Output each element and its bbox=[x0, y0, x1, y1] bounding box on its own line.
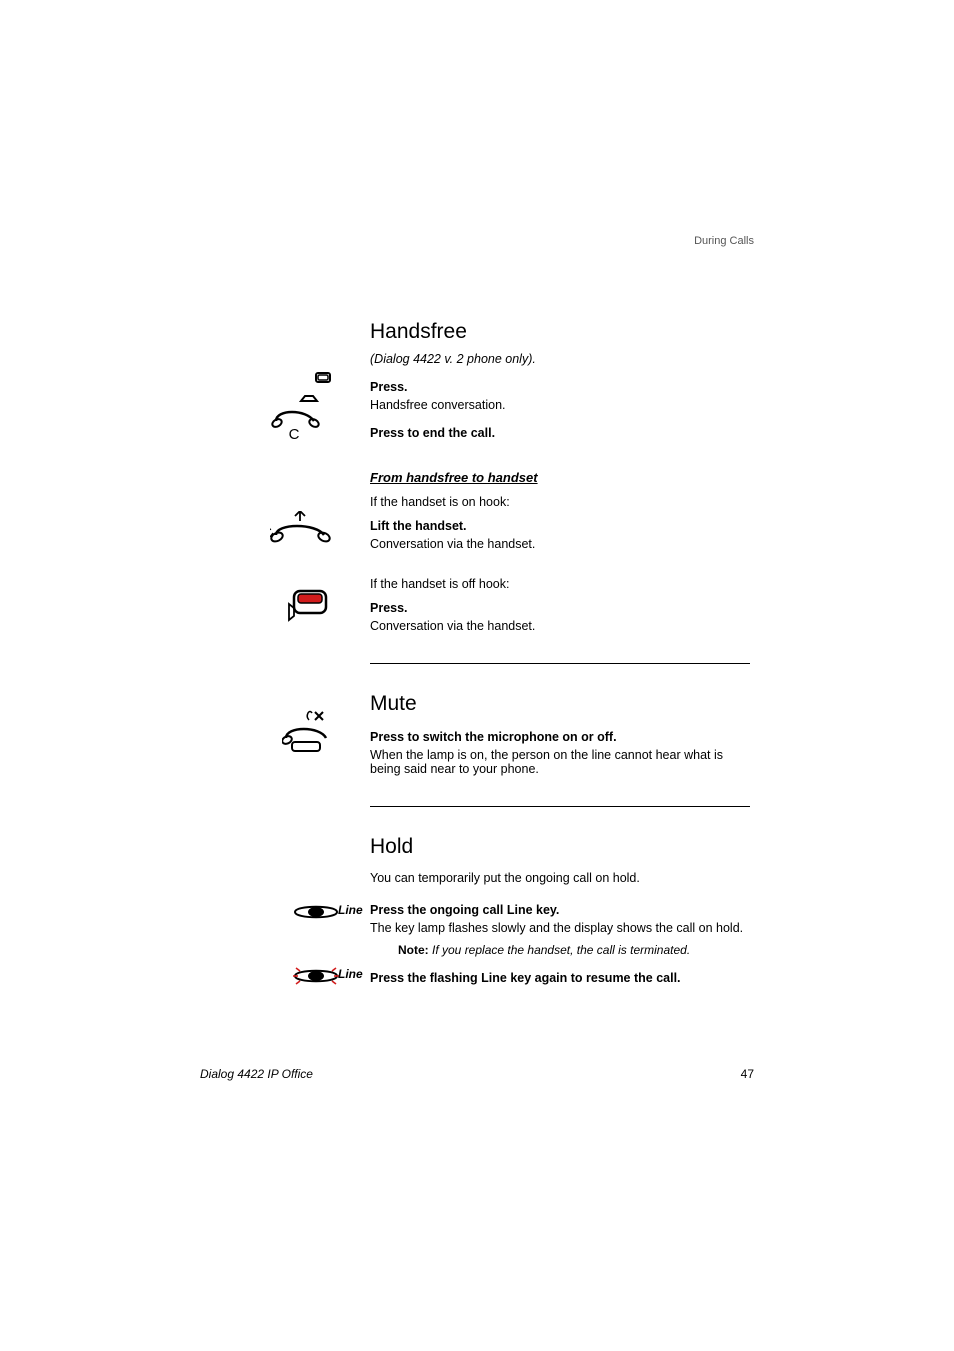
svg-text:C: C bbox=[289, 426, 300, 440]
header-section-label: During Calls bbox=[694, 235, 754, 247]
mute-press-desc: When the lamp is on, the person on the l… bbox=[370, 748, 750, 776]
handsfree-press2-desc: Conversation via the handset. bbox=[370, 619, 750, 633]
mute-heading: Mute bbox=[370, 692, 750, 716]
hold-heading: Hold bbox=[370, 835, 750, 859]
handsfree-press-label: Press. bbox=[370, 380, 750, 394]
handsfree-heading: Handsfree bbox=[370, 320, 750, 344]
lift-handset-icon bbox=[270, 511, 350, 551]
line-key-label-2: Line bbox=[338, 967, 363, 981]
handsfree-end-call: Press to end the call. bbox=[370, 426, 750, 440]
handsfree-subheading: From handsfree to handset bbox=[370, 470, 750, 485]
divider-2 bbox=[370, 806, 750, 807]
line-key-label-1: Line bbox=[338, 903, 363, 917]
mute-key-icon bbox=[282, 710, 362, 755]
hold-press-desc: The key lamp flashes slowly and the disp… bbox=[370, 921, 750, 935]
lift-handset-label: Lift the handset. bbox=[370, 519, 750, 533]
divider-1 bbox=[370, 663, 750, 664]
lift-handset-desc: Conversation via the handset. bbox=[370, 537, 750, 551]
hold-note-label: Note: bbox=[398, 943, 429, 957]
hold-intro: You can temporarily put the ongoing call… bbox=[370, 871, 750, 885]
footer-title: Dialog 4422 IP Office bbox=[200, 1067, 313, 1081]
hold-note: Note: If you replace the handset, the ca… bbox=[398, 943, 750, 957]
mute-press-label: Press to switch the microphone on or off… bbox=[370, 730, 750, 744]
hold-press-label: Press the ongoing call Line key. bbox=[370, 903, 750, 917]
speaker-key-red-icon bbox=[288, 588, 368, 628]
hold-resume-label: Press the flashing Line key again to res… bbox=[370, 971, 750, 985]
handsfree-press-desc: Handsfree conversation. bbox=[370, 398, 750, 412]
footer-page-number: 47 bbox=[741, 1067, 754, 1081]
handsfree-subtitle: (Dialog 4422 v. 2 phone only). bbox=[370, 352, 750, 366]
hold-note-text: If you replace the handset, the call is … bbox=[429, 943, 690, 957]
off-hook-intro: If the handset is off hook: bbox=[370, 577, 750, 591]
speaker-clear-icon: C bbox=[270, 370, 350, 440]
on-hook-intro: If the handset is on hook: bbox=[370, 495, 750, 509]
handsfree-press2-label: Press. bbox=[370, 601, 750, 615]
